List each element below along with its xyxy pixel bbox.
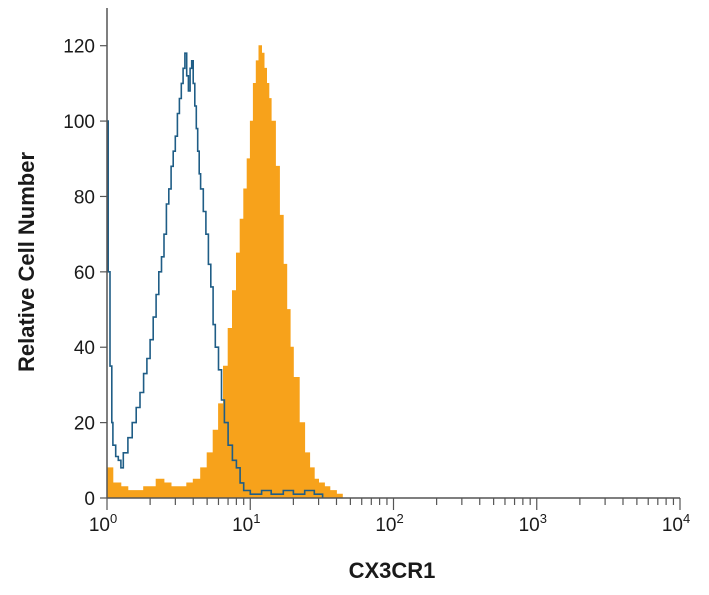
x-tick-label: 100 [89,511,117,536]
y-tick-label: 100 [63,112,95,133]
histogram-series-layer [106,45,343,499]
y-axis-title: Relative Cell Number [14,152,39,373]
series-filled-histogram [106,45,343,499]
x-tick-label: 104 [662,511,690,536]
y-tick-label: 60 [74,263,95,284]
x-tick-label: 102 [375,511,403,536]
x-axis-title: CX3CR1 [349,558,436,583]
y-tick-label: 40 [74,338,95,359]
series-outline-histogram [107,52,324,498]
y-tick-label: 20 [74,414,95,435]
y-tick-label: 80 [74,187,95,208]
x-axis-ticks: 100 101 102 103 104 [89,498,690,536]
y-tick-label: 120 [63,37,95,58]
y-tick-label: 0 [84,489,95,510]
y-axis-ticks: 0 20 40 60 80 100 120 [63,37,107,510]
x-tick-label: 103 [519,511,547,536]
x-tick-label: 101 [232,511,260,536]
